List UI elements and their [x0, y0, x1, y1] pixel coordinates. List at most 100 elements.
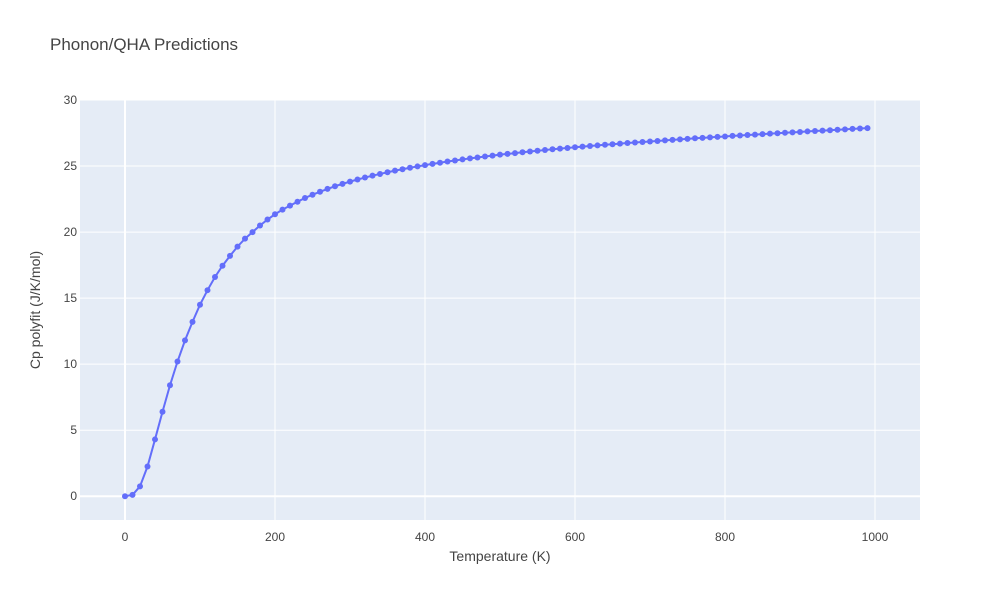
- data-point[interactable]: [647, 138, 653, 145]
- data-point[interactable]: [714, 133, 721, 140]
- data-point[interactable]: [182, 337, 188, 344]
- data-point[interactable]: [377, 170, 383, 177]
- data-point[interactable]: [362, 174, 368, 181]
- data-point[interactable]: [242, 235, 248, 242]
- data-point[interactable]: [437, 159, 443, 166]
- data-point[interactable]: [324, 185, 331, 192]
- data-point[interactable]: [602, 141, 608, 148]
- data-point[interactable]: [737, 132, 743, 139]
- data-point[interactable]: [219, 262, 226, 269]
- data-point[interactable]: [459, 156, 466, 163]
- data-point[interactable]: [549, 146, 556, 153]
- data-point[interactable]: [452, 157, 458, 164]
- data-point[interactable]: [849, 125, 856, 132]
- data-point[interactable]: [467, 155, 473, 162]
- data-point[interactable]: [512, 150, 518, 157]
- data-point[interactable]: [677, 136, 683, 143]
- data-point[interactable]: [167, 382, 173, 389]
- data-point[interactable]: [744, 132, 751, 138]
- data-point[interactable]: [287, 202, 293, 209]
- data-point[interactable]: [834, 126, 841, 133]
- data-point[interactable]: [339, 180, 346, 187]
- data-point[interactable]: [474, 154, 481, 161]
- data-point[interactable]: [722, 133, 728, 140]
- data-point[interactable]: [707, 134, 713, 141]
- data-point[interactable]: [489, 152, 496, 159]
- data-point[interactable]: [662, 137, 668, 144]
- data-point[interactable]: [422, 162, 428, 169]
- data-point[interactable]: [137, 483, 143, 490]
- data-point[interactable]: [197, 301, 203, 308]
- data-point[interactable]: [609, 141, 616, 148]
- data-point[interactable]: [579, 143, 586, 150]
- data-point[interactable]: [759, 131, 766, 138]
- data-point[interactable]: [129, 491, 136, 498]
- data-point[interactable]: [152, 436, 158, 443]
- data-point[interactable]: [279, 206, 286, 213]
- data-point[interactable]: [444, 158, 451, 165]
- data-point[interactable]: [212, 273, 218, 280]
- data-point[interactable]: [767, 130, 773, 137]
- data-point[interactable]: [617, 140, 623, 147]
- data-point[interactable]: [272, 211, 278, 218]
- data-point[interactable]: [842, 126, 848, 133]
- data-point[interactable]: [309, 191, 316, 198]
- data-point[interactable]: [527, 148, 533, 155]
- data-point[interactable]: [827, 127, 833, 134]
- data-point[interactable]: [294, 198, 301, 205]
- data-point[interactable]: [857, 125, 863, 132]
- data-point[interactable]: [789, 129, 796, 136]
- data-point[interactable]: [797, 128, 803, 135]
- data-point[interactable]: [639, 139, 646, 145]
- data-point[interactable]: [497, 151, 503, 158]
- data-point[interactable]: [654, 137, 661, 144]
- data-point[interactable]: [624, 140, 631, 147]
- data-point[interactable]: [782, 129, 788, 136]
- data-point[interactable]: [429, 160, 436, 167]
- data-point[interactable]: [684, 135, 691, 142]
- data-point[interactable]: [264, 216, 271, 223]
- data-point[interactable]: [864, 125, 871, 132]
- data-point[interactable]: [587, 142, 593, 149]
- data-point[interactable]: [174, 358, 181, 365]
- data-point[interactable]: [564, 144, 571, 151]
- data-point[interactable]: [227, 252, 233, 259]
- data-point[interactable]: [332, 183, 338, 190]
- plot-area[interactable]: [80, 100, 920, 520]
- data-point[interactable]: [234, 243, 241, 250]
- data-point[interactable]: [812, 128, 818, 135]
- data-point[interactable]: [752, 131, 758, 138]
- data-point[interactable]: [384, 169, 391, 176]
- data-point[interactable]: [414, 163, 421, 170]
- data-point[interactable]: [249, 229, 256, 236]
- data-point[interactable]: [519, 149, 526, 156]
- data-point[interactable]: [317, 188, 323, 195]
- data-point[interactable]: [302, 195, 308, 201]
- data-point[interactable]: [692, 135, 698, 142]
- data-point[interactable]: [189, 318, 196, 325]
- data-point[interactable]: [204, 287, 211, 294]
- data-point[interactable]: [632, 139, 638, 146]
- data-point[interactable]: [122, 493, 128, 500]
- data-point[interactable]: [699, 134, 706, 141]
- data-point[interactable]: [407, 164, 413, 171]
- data-point[interactable]: [347, 178, 353, 185]
- data-point[interactable]: [669, 136, 676, 143]
- data-point[interactable]: [392, 167, 398, 174]
- data-point[interactable]: [399, 166, 406, 173]
- data-point[interactable]: [804, 128, 811, 135]
- data-point[interactable]: [534, 147, 541, 154]
- data-point[interactable]: [557, 145, 563, 152]
- data-point[interactable]: [819, 127, 826, 134]
- data-point[interactable]: [504, 150, 511, 157]
- data-point[interactable]: [572, 144, 578, 151]
- data-point[interactable]: [729, 132, 736, 139]
- data-point[interactable]: [159, 408, 166, 415]
- data-point[interactable]: [354, 176, 361, 183]
- data-point[interactable]: [594, 142, 601, 149]
- data-point[interactable]: [369, 172, 376, 179]
- data-point[interactable]: [542, 147, 548, 154]
- data-point[interactable]: [774, 130, 781, 137]
- data-point[interactable]: [482, 153, 488, 160]
- data-point[interactable]: [144, 463, 151, 470]
